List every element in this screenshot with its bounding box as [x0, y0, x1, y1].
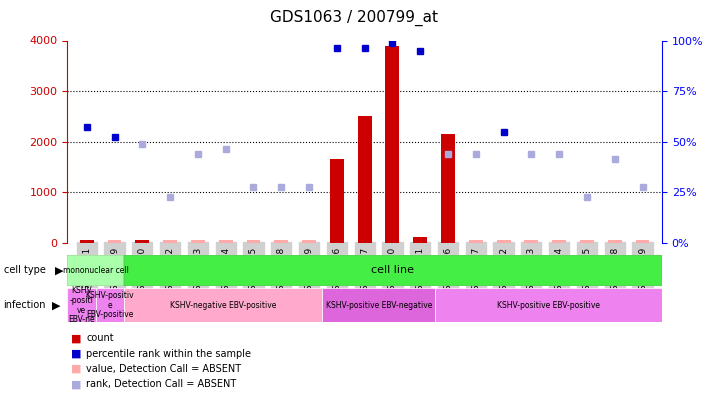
Text: KSHV-positiv
e
EBV-positive: KSHV-positiv e EBV-positive — [86, 291, 134, 320]
Bar — [302, 240, 316, 243]
Bar — [358, 117, 372, 243]
Bar — [496, 240, 510, 243]
Text: infection: infection — [4, 300, 46, 310]
Text: ▶: ▶ — [55, 265, 64, 275]
Bar — [246, 240, 261, 243]
Text: KSHV-positive EBV-positive: KSHV-positive EBV-positive — [497, 301, 600, 310]
Text: ■: ■ — [71, 379, 81, 389]
Bar — [607, 240, 622, 243]
Text: rank, Detection Call = ABSENT: rank, Detection Call = ABSENT — [86, 379, 236, 389]
Text: mononuclear cell: mononuclear cell — [62, 266, 129, 275]
Bar — [219, 240, 233, 243]
Bar — [441, 134, 455, 243]
Bar — [135, 240, 149, 243]
Bar — [552, 240, 566, 243]
Bar — [469, 240, 483, 243]
Text: KSHV
-positi
ve
EBV-ne: KSHV -positi ve EBV-ne — [68, 286, 95, 324]
Bar — [322, 288, 435, 322]
Text: ■: ■ — [71, 333, 81, 343]
Text: count: count — [86, 333, 114, 343]
Text: cell type: cell type — [4, 265, 45, 275]
Text: KSHV-positive EBV-negative: KSHV-positive EBV-negative — [326, 301, 432, 310]
Bar — [274, 240, 288, 243]
Text: ■: ■ — [71, 349, 81, 358]
Bar — [413, 237, 427, 243]
Bar — [96, 288, 124, 322]
Bar — [435, 288, 662, 322]
Text: ▶: ▶ — [52, 300, 61, 310]
Bar — [525, 240, 538, 243]
Text: value, Detection Call = ABSENT: value, Detection Call = ABSENT — [86, 364, 241, 374]
Text: GDS1063 / 200799_at: GDS1063 / 200799_at — [270, 10, 438, 26]
Bar — [67, 288, 96, 322]
Bar — [636, 240, 649, 243]
Bar — [580, 240, 594, 243]
Bar — [385, 46, 399, 243]
Bar — [330, 160, 344, 243]
Text: KSHV-negative EBV-positive: KSHV-negative EBV-positive — [170, 301, 276, 310]
Bar — [163, 240, 177, 243]
Text: cell line: cell line — [372, 265, 414, 275]
Text: percentile rank within the sample: percentile rank within the sample — [86, 349, 251, 358]
Bar — [80, 240, 93, 243]
Bar — [67, 255, 124, 286]
Text: ■: ■ — [71, 364, 81, 374]
Bar — [191, 240, 205, 243]
Bar — [124, 288, 322, 322]
Bar — [108, 240, 122, 243]
